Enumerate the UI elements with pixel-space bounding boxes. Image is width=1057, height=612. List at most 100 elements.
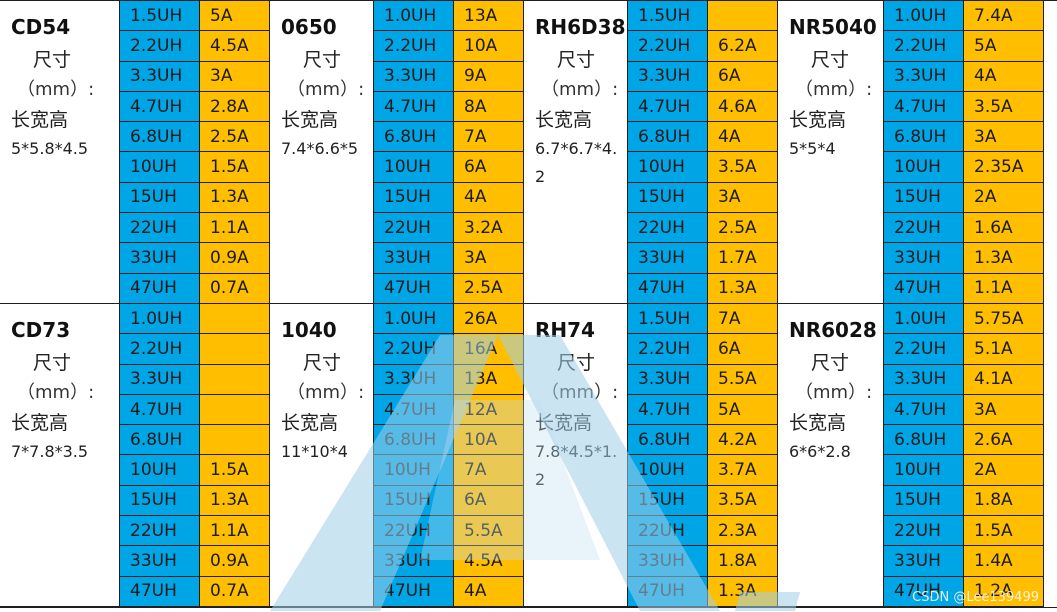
inductance-cell: 4.7UH — [884, 394, 964, 426]
current-cell: 2.5A — [454, 273, 524, 304]
inductance-cell: 1.0UH — [374, 1, 454, 32]
current-cell: 1.3A — [708, 273, 778, 304]
inductance-cell: 1.0UH — [120, 303, 200, 335]
current-cell: 3.5A — [708, 485, 778, 517]
current-cell: 2.5A — [708, 213, 778, 244]
current-cell: 6A — [454, 485, 524, 517]
part-model-label: 1040 — [281, 317, 337, 342]
current-cell: 0.9A — [200, 243, 270, 274]
inductance-cell: 47UH — [884, 273, 964, 304]
dimensions-value: 11*10*4 — [281, 441, 348, 461]
current-cell: 2.8A — [200, 91, 270, 123]
current-cell: 5.1A — [964, 334, 1044, 365]
size-label: 尺寸 — [303, 49, 342, 71]
current-cell: 1.5A — [200, 152, 270, 183]
current-cell — [200, 394, 270, 426]
inductance-cell: 47UH — [120, 576, 200, 607]
current-cell: 2.6A — [964, 425, 1044, 456]
current-cell: 1.3A — [200, 182, 270, 214]
current-cell: 5.75A — [964, 303, 1044, 335]
part-info-cell: NR6028 尺寸 （mm）: 长宽高 6*6*2.8 — [778, 303, 884, 607]
current-cell — [200, 303, 270, 335]
unit-label: （mm）: — [17, 381, 95, 403]
part-model-label: 0650 — [281, 15, 337, 39]
inductance-cell: 3.3UH — [374, 364, 454, 395]
current-cell: 7A — [708, 303, 778, 335]
current-cell: 26A — [454, 303, 524, 335]
part-model-label: NR5040 — [789, 15, 877, 39]
size-label: 尺寸 — [557, 49, 596, 71]
inductance-cell: 22UH — [120, 516, 200, 547]
inductance-cell: 6.8UH — [628, 122, 708, 153]
size-label: 尺寸 — [33, 351, 72, 374]
lwh-label: 长宽高 — [281, 411, 339, 434]
current-cell: 1.3A — [708, 576, 778, 607]
inductance-cell: 6.8UH — [374, 122, 454, 153]
inductance-cell: 15UH — [120, 182, 200, 214]
inductance-cell: 3.3UH — [628, 61, 708, 92]
unit-label: （mm）: — [795, 79, 873, 100]
current-cell: 1.1A — [964, 273, 1044, 304]
current-cell: 4.2A — [708, 425, 778, 456]
part-model-label: NR6028 — [789, 317, 877, 342]
inductance-cell: 15UH — [628, 182, 708, 214]
current-cell: 2A — [964, 455, 1044, 486]
unit-label: （mm）: — [287, 381, 365, 403]
current-cell: 5.5A — [708, 364, 778, 395]
inductance-cell: 33UH — [120, 546, 200, 577]
unit-label: （mm）: — [541, 381, 619, 403]
inductance-cell: 1.5UH — [628, 1, 708, 32]
dimensions-value: 5*5.8*4.5 — [11, 139, 89, 158]
current-cell: 1.5A — [964, 516, 1044, 547]
current-cell: 7.4A — [964, 1, 1044, 32]
current-cell: 1.1A — [200, 213, 270, 244]
current-cell: 4A — [454, 576, 524, 607]
current-cell: 4.6A — [708, 91, 778, 123]
inductance-cell: 47UH — [120, 273, 200, 304]
current-cell: 4A — [708, 122, 778, 153]
inductance-cell: 10UH — [120, 152, 200, 183]
inductance-cell: 2.2UH — [884, 31, 964, 62]
current-cell: 1.8A — [708, 546, 778, 577]
inductance-cell: 33UH — [374, 546, 454, 577]
inductance-cell: 22UH — [120, 213, 200, 244]
inductance-cell: 33UH — [374, 243, 454, 274]
current-cell: 0.9A — [200, 546, 270, 577]
current-cell: 13A — [454, 1, 524, 32]
inductance-cell: 2.2UH — [628, 334, 708, 365]
inductance-cell: 6.8UH — [374, 425, 454, 456]
size-label: 尺寸 — [303, 351, 342, 374]
current-cell: 3A — [708, 182, 778, 214]
current-cell: 5A — [200, 1, 270, 32]
part-info-cell: NR5040 尺寸 （mm）: 长宽高 5*5*4 — [778, 1, 884, 304]
inductance-cell: 2.2UH — [884, 334, 964, 365]
current-cell: 13A — [454, 364, 524, 395]
current-cell: 3A — [964, 122, 1044, 153]
inductance-cell: 10UH — [884, 152, 964, 183]
part-model-label: CD73 — [11, 317, 71, 342]
current-cell: 3A — [454, 243, 524, 274]
current-cell — [708, 1, 778, 32]
inductance-cell: 33UH — [884, 243, 964, 274]
inductance-cell: 1.5UH — [120, 1, 200, 32]
dimensions-value: 7.8*4.5*1.2 — [535, 441, 618, 489]
inductance-cell: 33UH — [628, 243, 708, 274]
current-cell: 2.35A — [964, 152, 1044, 183]
unit-label: （mm）: — [795, 381, 873, 403]
part-info-cell: CD54 尺寸 （mm）: 长宽高 5*5.8*4.5 — [0, 1, 120, 304]
inductance-cell: 10UH — [374, 152, 454, 183]
inductance-cell: 10UH — [884, 455, 964, 486]
current-cell — [200, 334, 270, 365]
part-info-cell: 0650 尺寸 （mm）: 长宽高 7.4*6.6*5 — [270, 1, 374, 304]
inductance-cell: 4.7UH — [120, 394, 200, 426]
inductance-cell: 6.8UH — [120, 425, 200, 456]
part-model-label: RH6D38 — [535, 15, 626, 39]
current-cell: 3.7A — [708, 455, 778, 486]
inductance-cell: 47UH — [884, 576, 964, 607]
dimensions-value: 7*7.8*3.5 — [11, 441, 89, 461]
inductance-cell: 47UH — [374, 273, 454, 304]
current-cell: 1.8A — [964, 485, 1044, 517]
inductance-cell: 22UH — [884, 516, 964, 547]
current-cell: 0.7A — [200, 273, 270, 304]
lwh-label: 长宽高 — [789, 109, 847, 131]
